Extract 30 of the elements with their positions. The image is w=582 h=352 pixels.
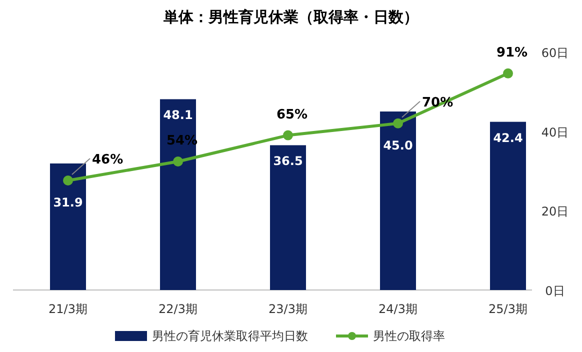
- point: [393, 118, 403, 128]
- legend-label: 男性の育児休業取得平均日数: [152, 329, 308, 343]
- x-tick-label: 21/3期: [48, 302, 88, 316]
- point: [173, 156, 183, 166]
- bar: [160, 99, 196, 290]
- x-tick-label: 24/3期: [378, 302, 418, 316]
- y-tick-label: 40日: [541, 125, 569, 140]
- x-tick-label: 25/3期: [488, 302, 528, 316]
- data-label: 31.9: [53, 196, 83, 210]
- chart-title: 単体：男性育児休業（取得率・日数）: [162, 8, 418, 26]
- data-label: 48.1: [163, 108, 193, 122]
- data-label: 91%: [496, 45, 528, 60]
- bar: [50, 163, 86, 290]
- x-tick-label: 23/3期: [268, 302, 308, 316]
- bar: [490, 122, 526, 290]
- data-label: 65%: [276, 107, 308, 122]
- bar: [380, 112, 416, 290]
- data-label: 42.4: [493, 130, 523, 145]
- point: [503, 68, 513, 78]
- bar: [270, 145, 306, 290]
- y-tick-label: 0日: [545, 284, 565, 298]
- data-label: 36.5: [273, 154, 303, 168]
- x-tick-label: 22/3期: [158, 302, 198, 316]
- y-tick-label: 60日: [541, 46, 569, 60]
- data-label: 45.0: [383, 138, 413, 152]
- legend-label: 男性の取得率: [373, 329, 445, 343]
- point: [63, 176, 73, 186]
- point: [283, 130, 293, 140]
- y-tick-label: 20日: [541, 204, 569, 219]
- data-label: 46%: [92, 152, 124, 168]
